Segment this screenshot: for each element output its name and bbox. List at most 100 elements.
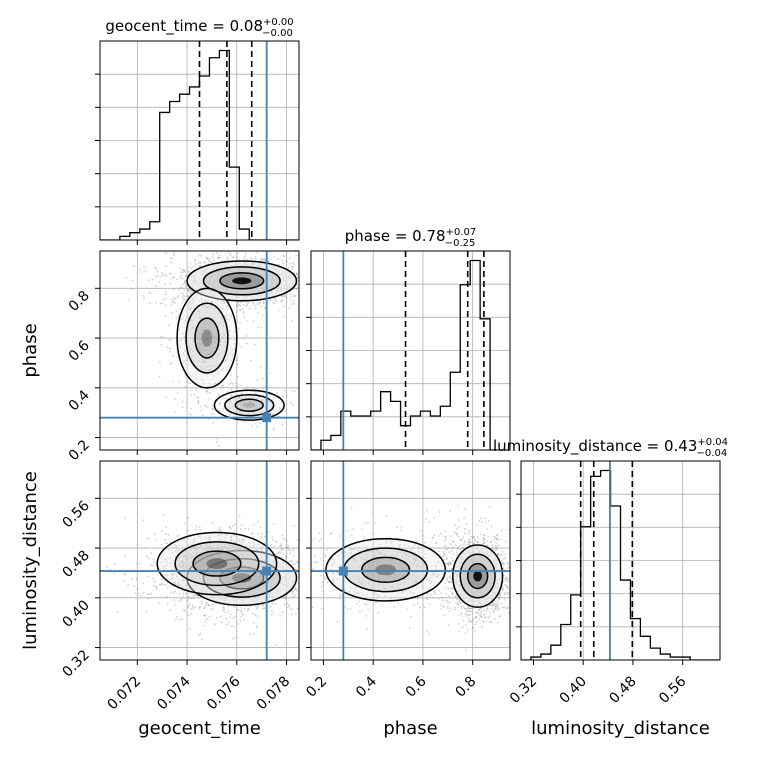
sample-point [183,522,186,525]
sample-point [435,541,438,544]
sample-point [252,632,255,635]
sample-point [450,581,452,584]
sample-point [206,343,209,346]
sample-point [165,561,168,564]
sample-point [217,544,220,547]
sample-point [217,347,220,350]
sample-point [190,607,193,610]
sample-point [283,389,286,392]
sample-point [192,301,195,304]
sample-point [275,643,277,646]
sample-point [373,561,375,563]
sample-point [232,546,234,549]
sample-point [495,602,497,605]
sample-point [171,299,174,301]
sample-point [224,536,226,539]
sample-point [307,620,309,622]
sample-point [244,527,247,530]
sample-point [372,549,375,552]
sample-point [184,350,187,352]
sample-point [220,301,222,304]
sample-point [249,541,252,544]
sample-point [395,587,398,590]
sample-point [199,536,202,539]
sample-point [465,543,468,545]
sample-point [214,382,217,385]
sample-point [263,301,265,304]
sample-point [200,298,203,301]
sample-point [291,389,294,392]
sample-point [162,583,165,586]
sample-point [299,563,301,565]
sample-point [323,568,325,571]
sample-point [217,548,220,551]
sample-point [178,564,181,567]
sample-point [268,260,271,262]
sample-point [272,523,275,526]
sample-point [502,588,504,591]
sample-point [228,544,231,547]
sample-point [364,522,367,525]
sample-point [173,604,176,606]
sample-point [165,304,168,307]
sample-point [252,302,254,305]
sample-point [471,620,473,622]
sample-point [285,260,288,263]
sample-point [192,340,195,343]
sample-point [494,605,497,608]
sample-point [289,257,292,260]
sample-point [240,346,243,349]
sample-point [444,530,446,533]
sample-point [206,336,209,339]
sample-point [184,572,187,575]
sample-point [182,555,185,558]
sample-point [183,609,185,611]
sample-point [203,321,206,324]
sample-point [232,405,235,408]
sample-point [113,562,116,565]
sample-point [291,613,293,616]
sample-point [283,603,286,606]
sample-point [182,294,185,297]
sample-point [192,555,195,558]
sample-point [207,332,210,335]
sample-point [218,257,220,260]
sample-point [279,545,282,548]
sample-point [375,563,378,566]
sample-point [290,559,293,562]
sample-point [417,597,419,600]
sample-point [207,604,210,606]
sample-point [304,273,306,275]
sample-point [208,259,210,262]
sample-point [166,564,168,567]
sample-point [279,547,282,550]
sample-point [281,299,284,302]
sample-point [371,588,374,591]
sample-point [249,401,251,403]
sample-point [206,602,209,604]
sample-point [495,542,498,544]
sample-point [214,382,217,385]
sample-point [177,315,180,318]
sample-point [217,393,220,395]
sample-point [390,541,392,543]
sample-point [300,305,302,307]
sample-point [256,303,259,305]
sample-point [312,573,314,575]
sample-point [199,341,202,343]
sample-point [182,592,185,595]
sample-point [484,617,486,619]
sample-point [230,625,233,627]
sample-point [471,627,474,630]
sample-point [217,534,220,537]
sample-point [320,564,322,566]
sample-point [202,361,205,364]
sample-point [272,301,275,304]
sample-point [226,353,229,356]
sample-point [172,276,175,279]
sample-point [307,287,309,289]
sample-point [204,349,207,352]
sample-point [254,255,257,258]
sample-point [213,335,216,338]
sample-point [431,572,434,575]
